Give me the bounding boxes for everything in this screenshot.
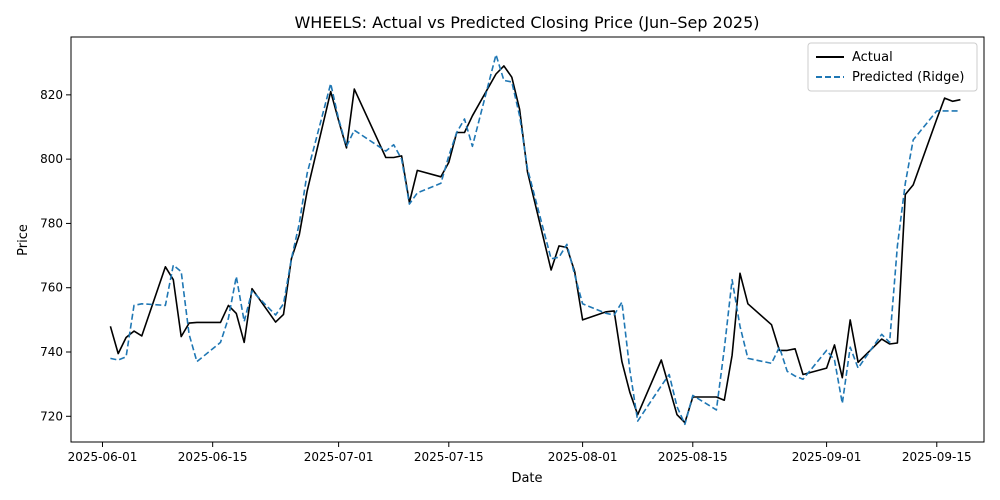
y-tick-label: 820 [40, 88, 63, 102]
x-tick-label: 2025-09-01 [792, 450, 862, 464]
legend-box [807, 42, 978, 92]
y-tick-label: 760 [40, 281, 63, 295]
x-tick-label: 2025-07-15 [414, 450, 484, 464]
x-tick-label: 2025-09-15 [902, 450, 972, 464]
legend-label-actual: Actual [852, 50, 893, 65]
x-tick-label: 2025-06-01 [68, 450, 138, 464]
series-layer [109, 53, 961, 426]
x-axis-label: Date [511, 471, 542, 486]
y-tick-label: 740 [40, 345, 63, 359]
legend: Actual Predicted (Ridge) [807, 42, 978, 92]
y-axis: 720 740 760 780 800 820 [40, 88, 71, 423]
axes-frame [70, 36, 985, 443]
x-axis: 2025-06-01 2025-06-15 2025-07-01 2025-07-15… [68, 442, 972, 464]
y-axis-label: Price [16, 224, 31, 256]
x-tick-label: 2025-06-15 [178, 450, 248, 464]
x-tick-label: 2025-07-01 [304, 450, 374, 464]
chart-title: WHEELS: Actual vs Predicted Closing Pric… [294, 13, 759, 32]
x-tick-label: 2025-08-15 [658, 450, 728, 464]
series-line-predicted [110, 53, 961, 426]
y-tick-label: 720 [40, 409, 63, 423]
plot-area [70, 36, 985, 443]
y-tick-label: 780 [40, 216, 63, 230]
legend-label-predicted: Predicted (Ridge) [852, 70, 964, 85]
x-tick-label: 2025-08-01 [548, 450, 618, 464]
series-line-actual [109, 65, 961, 424]
y-tick-label: 800 [40, 152, 63, 166]
